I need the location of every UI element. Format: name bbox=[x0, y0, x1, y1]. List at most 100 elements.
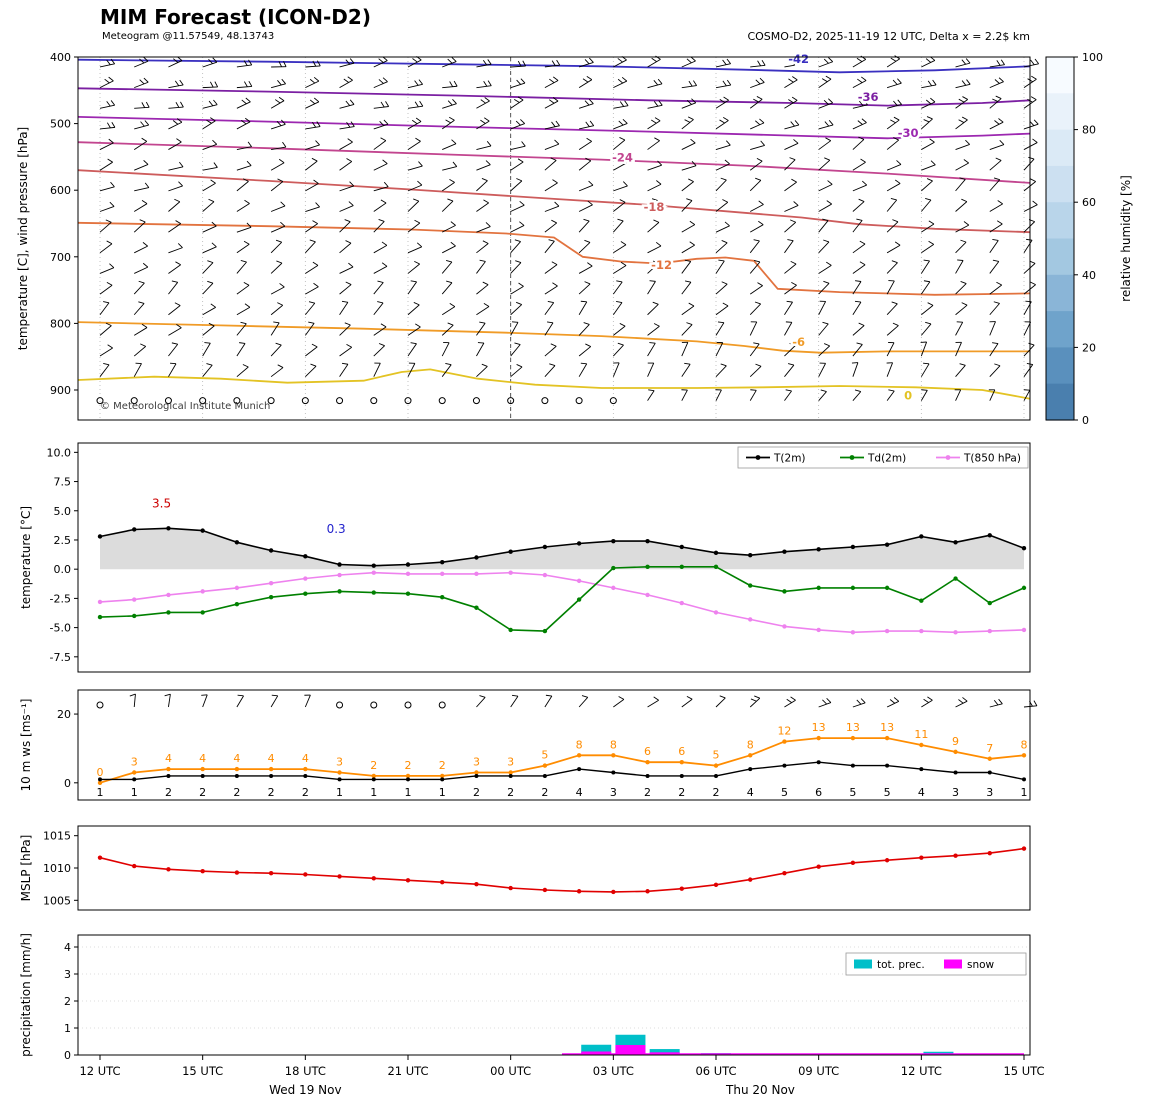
svg-text:0.0: 0.0 bbox=[54, 563, 72, 576]
svg-text:1: 1 bbox=[131, 786, 138, 799]
svg-text:2: 2 bbox=[473, 786, 480, 799]
svg-text:600: 600 bbox=[50, 184, 71, 197]
svg-text:13: 13 bbox=[880, 721, 894, 734]
svg-text:2: 2 bbox=[541, 786, 548, 799]
svg-text:09 UTC: 09 UTC bbox=[798, 1064, 839, 1078]
svg-text:4: 4 bbox=[268, 752, 275, 765]
svg-text:T(850 hPa): T(850 hPa) bbox=[963, 453, 1021, 465]
svg-text:20: 20 bbox=[57, 708, 71, 721]
svg-text:9: 9 bbox=[952, 735, 959, 748]
svg-text:7: 7 bbox=[986, 742, 993, 755]
humidity-colorbar: 0 20 40 60 80 100 relative humidity [%] bbox=[1045, 51, 1133, 427]
svg-text:Td(2m): Td(2m) bbox=[867, 453, 906, 465]
svg-text:T(2m): T(2m) bbox=[773, 453, 806, 465]
svg-text:13: 13 bbox=[846, 721, 860, 734]
copyright-notice: © Meteorological Institute Munich bbox=[100, 401, 271, 412]
svg-text:-7.5: -7.5 bbox=[50, 651, 71, 664]
svg-text:1005: 1005 bbox=[43, 894, 71, 907]
svg-text:21 UTC: 21 UTC bbox=[387, 1064, 428, 1078]
svg-text:0: 0 bbox=[64, 1049, 71, 1062]
svg-text:13: 13 bbox=[812, 721, 826, 734]
svg-text:1: 1 bbox=[97, 786, 104, 799]
upper-air-panel: -42 -36 -30 -24 -18 -12 -6 0 400 500 600 700 800 900 t… bbox=[16, 49, 1040, 421]
svg-text:8: 8 bbox=[747, 738, 754, 751]
svg-text:12: 12 bbox=[777, 725, 791, 738]
svg-text:5.0: 5.0 bbox=[54, 505, 72, 518]
svg-text:-18: -18 bbox=[644, 200, 665, 214]
svg-text:00 UTC: 00 UTC bbox=[490, 1064, 531, 1078]
svg-text:12 UTC: 12 UTC bbox=[901, 1064, 942, 1078]
svg-text:1: 1 bbox=[405, 786, 412, 799]
svg-text:3: 3 bbox=[473, 756, 480, 769]
svg-text:2: 2 bbox=[439, 759, 446, 772]
svg-text:4: 4 bbox=[233, 752, 240, 765]
svg-text:1: 1 bbox=[336, 786, 343, 799]
svg-text:2: 2 bbox=[405, 759, 412, 772]
svg-text:8: 8 bbox=[1021, 738, 1028, 751]
svg-text:2: 2 bbox=[370, 759, 377, 772]
model-run-info: COSMO-D2, 2025-11-19 12 UTC, Delta x = 2… bbox=[747, 30, 1030, 43]
svg-text:1: 1 bbox=[370, 786, 377, 799]
svg-text:1015: 1015 bbox=[43, 830, 71, 843]
svg-text:2: 2 bbox=[507, 786, 514, 799]
svg-text:Thu 20 Nov: Thu 20 Nov bbox=[725, 1083, 795, 1097]
svg-text:-24: -24 bbox=[612, 151, 633, 165]
svg-text:2: 2 bbox=[713, 786, 720, 799]
svg-text:-5.0: -5.0 bbox=[50, 622, 71, 635]
svg-text:2: 2 bbox=[268, 786, 275, 799]
svg-text:2: 2 bbox=[302, 786, 309, 799]
svg-text:1: 1 bbox=[439, 786, 446, 799]
svg-text:3: 3 bbox=[610, 786, 617, 799]
svg-text:12 UTC: 12 UTC bbox=[79, 1064, 120, 1078]
svg-text:900: 900 bbox=[50, 384, 71, 397]
svg-text:3: 3 bbox=[131, 756, 138, 769]
svg-text:-36: -36 bbox=[858, 90, 879, 104]
svg-text:40: 40 bbox=[1082, 269, 1096, 282]
svg-text:0: 0 bbox=[64, 777, 71, 790]
svg-text:1010: 1010 bbox=[43, 862, 71, 875]
svg-text:5: 5 bbox=[884, 786, 891, 799]
temperature-panel: 3.5 0.3 T(2m) Td(2m) T(850 hPa) 10.0 7.5 5.0 2.5… bbox=[19, 442, 1031, 673]
svg-text:5: 5 bbox=[713, 749, 720, 762]
svg-text:Wed 19 Nov: Wed 19 Nov bbox=[269, 1083, 341, 1097]
svg-text:7.5: 7.5 bbox=[54, 476, 72, 489]
svg-text:800: 800 bbox=[50, 317, 71, 330]
svg-text:400: 400 bbox=[50, 51, 71, 64]
svg-text:-2.5: -2.5 bbox=[50, 592, 71, 605]
svg-text:2: 2 bbox=[64, 995, 71, 1008]
svg-text:0: 0 bbox=[1082, 414, 1089, 427]
svg-text:4: 4 bbox=[64, 941, 71, 954]
svg-text:-6: -6 bbox=[792, 335, 805, 349]
svg-text:6: 6 bbox=[815, 786, 822, 799]
svg-text:03 UTC: 03 UTC bbox=[593, 1064, 634, 1078]
svg-text:700: 700 bbox=[50, 251, 71, 264]
svg-text:-12: -12 bbox=[651, 258, 672, 272]
svg-text:2: 2 bbox=[644, 786, 651, 799]
svg-text:2.5: 2.5 bbox=[54, 534, 72, 547]
svg-text:5: 5 bbox=[541, 749, 548, 762]
svg-text:temperature [°C]: temperature [°C] bbox=[19, 506, 33, 609]
svg-text:8: 8 bbox=[610, 738, 617, 751]
svg-text:8: 8 bbox=[576, 738, 583, 751]
svg-text:-30: -30 bbox=[898, 126, 919, 140]
svg-text:0: 0 bbox=[904, 388, 912, 402]
mslp-panel: 1005 1010 1015 MSLP [hPa] bbox=[19, 825, 1031, 911]
svg-text:3: 3 bbox=[507, 756, 514, 769]
svg-text:relative humidity [%]: relative humidity [%] bbox=[1119, 175, 1133, 302]
precipitation-panel: tot. prec. snow 0 1 2 3 4 precipitation [mm/h] bbox=[19, 933, 1031, 1062]
svg-text:6: 6 bbox=[678, 745, 685, 758]
svg-text:11: 11 bbox=[914, 728, 928, 741]
svg-text:4: 4 bbox=[576, 786, 583, 799]
svg-text:2: 2 bbox=[233, 786, 240, 799]
svg-text:10 m ws [ms⁻¹]: 10 m ws [ms⁻¹] bbox=[19, 699, 33, 792]
svg-text:temperature [C], wind pressure: temperature [C], wind pressure [hPa] bbox=[16, 127, 30, 350]
svg-text:15 UTC: 15 UTC bbox=[1003, 1064, 1044, 1078]
svg-text:18 UTC: 18 UTC bbox=[285, 1064, 326, 1078]
svg-text:MSLP [hPa]: MSLP [hPa] bbox=[19, 835, 33, 902]
svg-text:4: 4 bbox=[302, 752, 309, 765]
svg-text:0: 0 bbox=[97, 766, 104, 779]
svg-text:-42: -42 bbox=[788, 52, 809, 66]
